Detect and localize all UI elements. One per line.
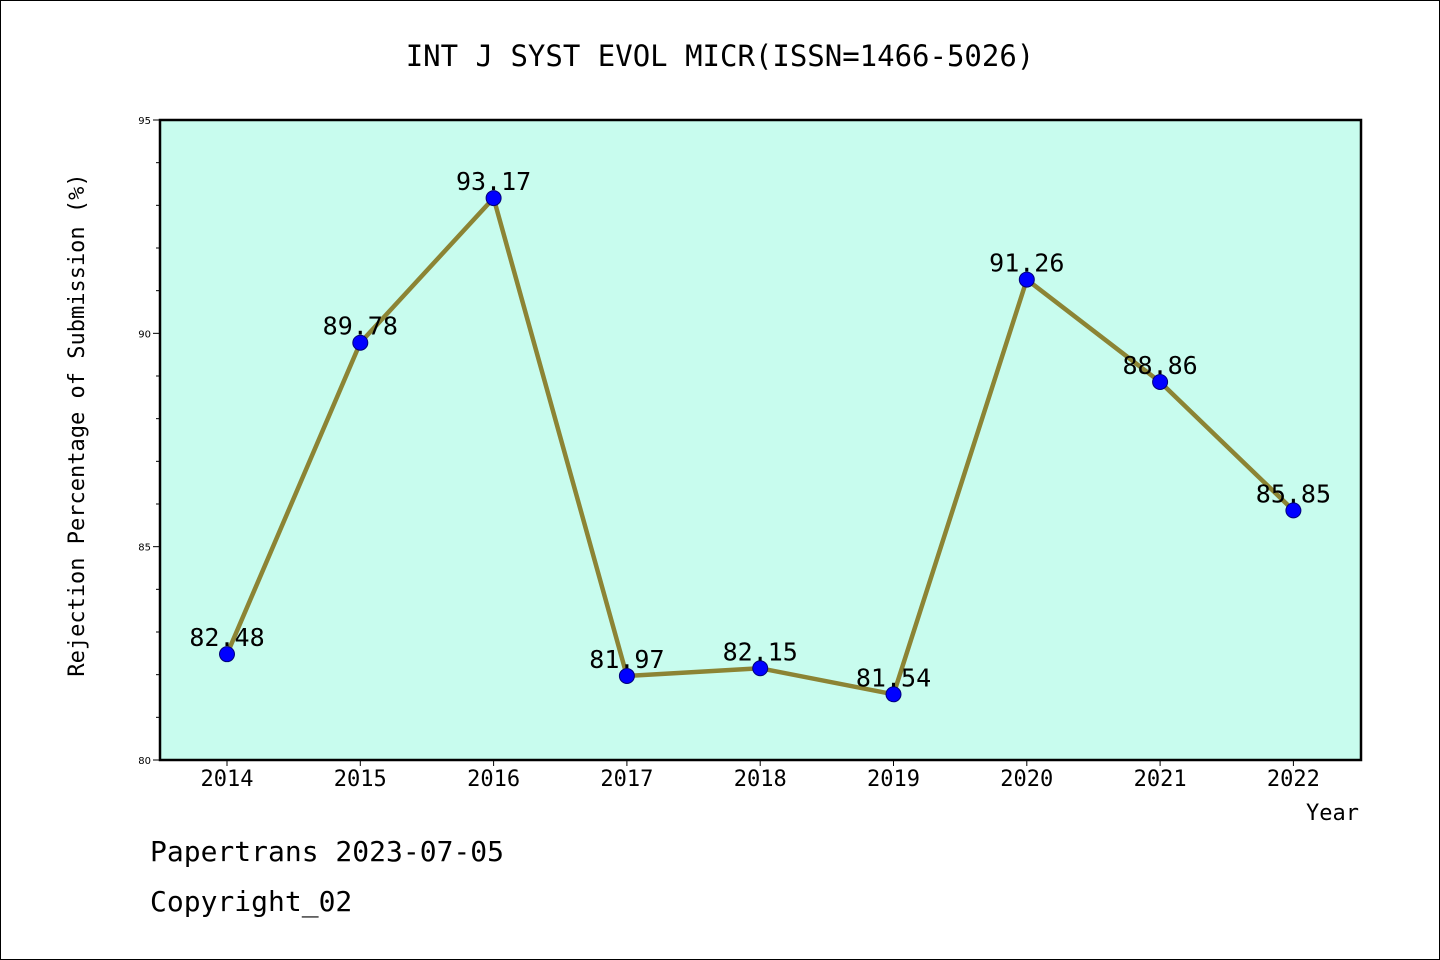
data-point [1152,373,1169,390]
data-point [885,686,902,703]
y-tick-label: 85 [138,543,151,554]
data-point [485,190,502,207]
data-labels: 82.48 89.78 93.17 81.97 82.15 81.54 91.26 88.86… [189,167,1331,692]
y-tick-label: 95 [138,116,151,127]
data-point [219,646,235,663]
footer-copyright: Copyright_02 [150,885,353,918]
data-point [752,660,769,677]
data-label: 88.86 [1122,351,1197,380]
data-label: 91.26 [989,249,1064,278]
footer-source: Papertrans 2023-07-05 [150,835,505,868]
x-axis: 2014 2015 2016 2017 2018 2019 2020 2021 2022 [201,760,1320,792]
y-tick-label: 90 [138,329,151,340]
x-tick-label: 2015 [334,767,387,792]
data-markers [219,190,1302,703]
x-tick-label: 2017 [600,767,653,792]
data-label: 81.97 [589,645,664,674]
y-axis: 80 85 90 95 [138,116,160,767]
x-tick-label: 2018 [734,767,787,792]
y-tick-label: 80 [138,756,151,767]
data-label: 82.48 [189,623,264,652]
plot-border [158,118,1363,762]
x-tick-label: 2022 [1267,767,1320,792]
y-axis-label: Rejection Percentage of Submission (%) [65,173,90,676]
data-label: 89.78 [323,312,398,341]
data-label: 82.15 [723,637,798,666]
data-point [1018,271,1035,288]
x-tick-label: 2021 [1134,767,1187,792]
x-axis-label: Year [1306,801,1359,826]
data-label: 93.17 [456,167,531,196]
x-tick-label: 2020 [1000,767,1053,792]
chart-title: INT J SYST EVOL MICR(ISSN=1466-5026) [406,39,1035,73]
data-point [352,334,369,351]
plot-area [160,120,1361,760]
x-tick-label: 2016 [467,767,520,792]
data-point [618,667,635,684]
x-tick-label: 2019 [867,767,920,792]
data-label: 81.54 [856,663,931,692]
x-tick-label: 2014 [201,767,254,792]
data-label: 85.85 [1256,479,1331,508]
data-point [1285,502,1302,519]
